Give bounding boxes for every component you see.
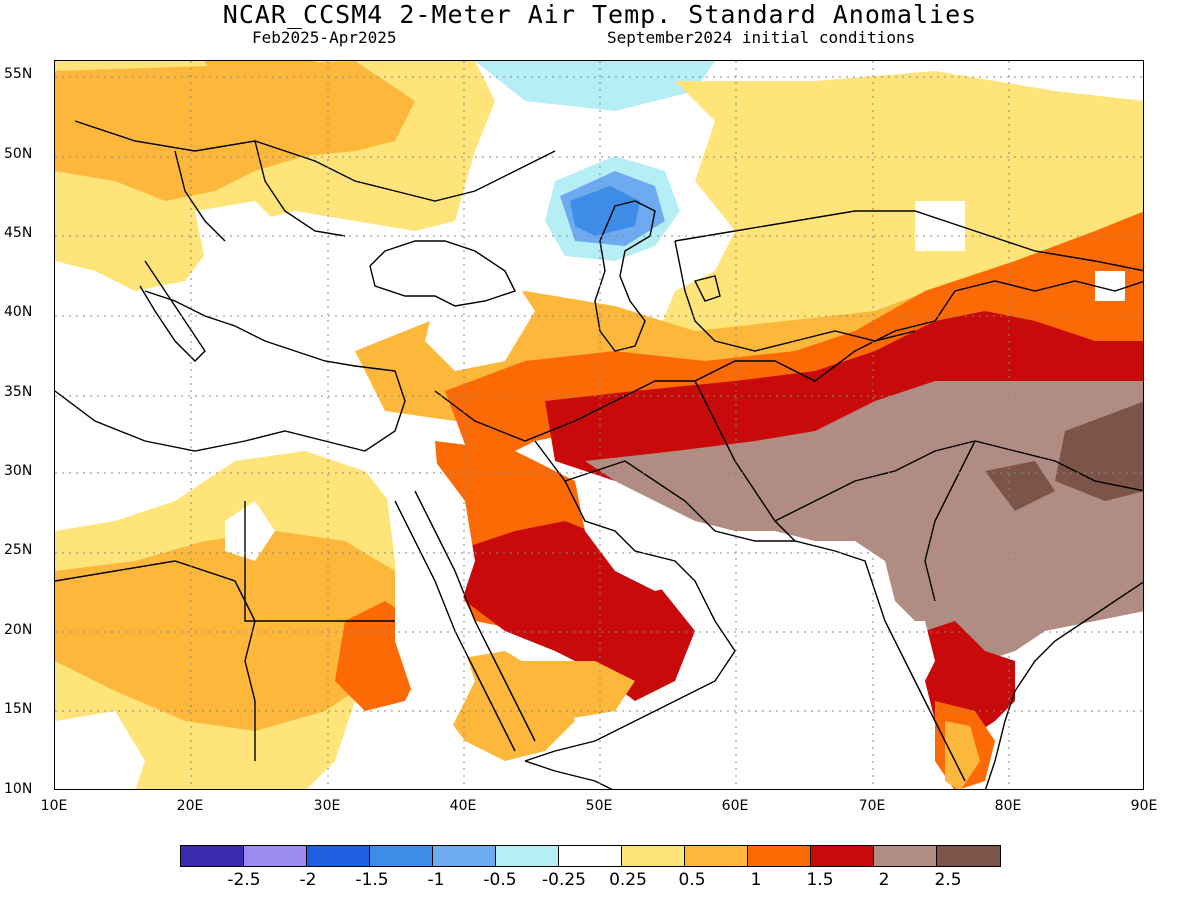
lat-label: 15N xyxy=(4,701,33,717)
legend-label: -0.25 xyxy=(542,870,586,890)
lat-label: 25N xyxy=(4,542,33,558)
legend-swatch xyxy=(496,846,559,866)
lat-label: 20N xyxy=(4,622,33,638)
legend-label: -0.5 xyxy=(483,870,517,890)
legend-label: 2 xyxy=(878,870,890,890)
legend-swatch xyxy=(874,846,937,866)
legend-swatch xyxy=(748,846,811,866)
legend-swatch xyxy=(244,846,307,866)
legend-label: 1 xyxy=(750,870,762,890)
map-title: NCAR_CCSM4 2-Meter Air Temp. Standard An… xyxy=(222,0,978,29)
lat-label: 45N xyxy=(4,225,33,241)
lat-label: 35N xyxy=(4,384,33,400)
legend-swatch xyxy=(307,846,370,866)
lon-label: 40E xyxy=(449,798,477,814)
lon-label: 30E xyxy=(313,798,341,814)
lon-label: 20E xyxy=(176,798,204,814)
anomaly-shading xyxy=(55,61,1143,789)
lon-label: 80E xyxy=(994,798,1022,814)
lat-label: 55N xyxy=(4,66,33,82)
lon-label: 60E xyxy=(721,798,749,814)
map-canvas xyxy=(55,61,1143,789)
legend-label: -2 xyxy=(299,870,317,890)
gridlines xyxy=(55,61,1143,789)
legend-label: 0.25 xyxy=(609,870,647,890)
lat-label: 50N xyxy=(4,146,33,162)
forecast-period: Feb2025-Apr2025 xyxy=(252,28,397,47)
lat-label: 30N xyxy=(4,463,33,479)
lon-label: 10E xyxy=(40,798,68,814)
coastlines xyxy=(55,120,1143,789)
legend-swatch xyxy=(685,846,748,866)
lon-label: 90E xyxy=(1130,798,1158,814)
legend-swatch xyxy=(811,846,874,866)
legend-label: 2.5 xyxy=(934,870,962,890)
legend-swatch xyxy=(622,846,685,866)
legend-swatch xyxy=(433,846,496,866)
legend-swatch xyxy=(370,846,433,866)
legend-label: 0.5 xyxy=(678,870,706,890)
color-scale-legend xyxy=(180,845,1001,867)
legend-swatch xyxy=(181,846,244,866)
legend-label: -1.5 xyxy=(355,870,389,890)
legend-label: 1.5 xyxy=(806,870,834,890)
legend-label: -1 xyxy=(427,870,445,890)
initial-conditions: September2024 initial conditions xyxy=(607,28,916,47)
lat-label: 40N xyxy=(4,304,33,320)
legend-swatch xyxy=(937,846,1000,866)
lon-label: 70E xyxy=(858,798,886,814)
lat-label: 10N xyxy=(4,781,33,797)
anomaly-map xyxy=(54,60,1144,790)
lon-label: 50E xyxy=(585,798,613,814)
legend-swatch xyxy=(559,846,622,866)
legend-label: -2.5 xyxy=(227,870,261,890)
